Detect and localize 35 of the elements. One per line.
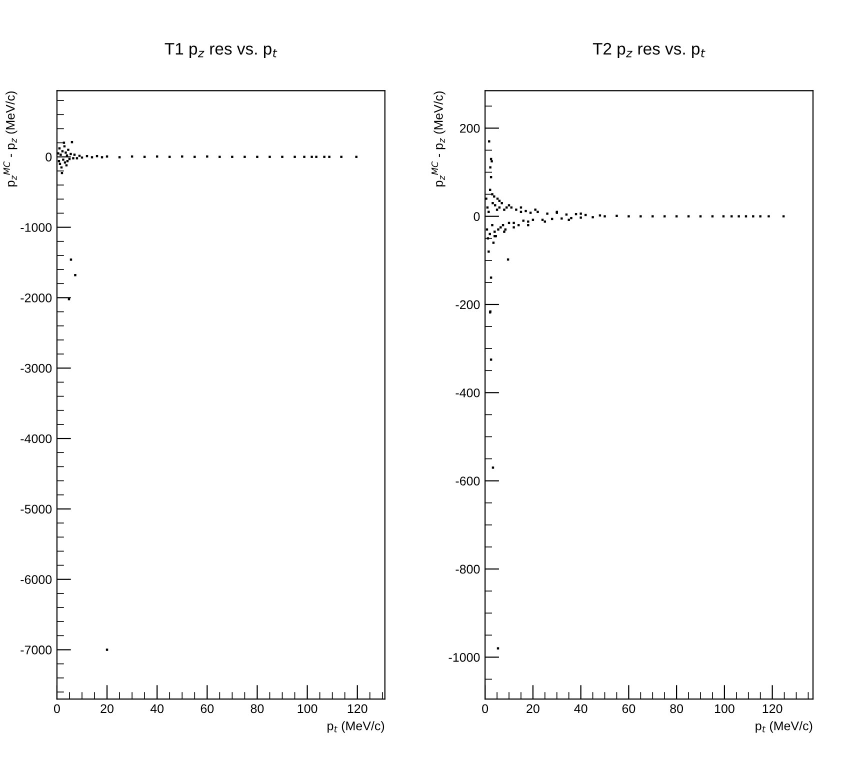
y-tick-label: -3000 [20, 364, 52, 373]
y-tick-label: 0 [46, 152, 52, 162]
x-tick-label: 60 [200, 704, 214, 714]
y-tick-label: -600 [456, 476, 480, 486]
x-tick-label: 80 [250, 704, 264, 714]
chart-title: T1 p$_{z}$ res vs. p$_{t}$ [164, 43, 278, 58]
x-tick-label: 120 [762, 704, 782, 714]
y-tick-label: -400 [456, 388, 480, 398]
y-tick-label: -200 [456, 300, 480, 310]
x-tick-label: 100 [298, 704, 318, 714]
chart-title: T2 p$_{z}$ res vs. p$_{t}$ [592, 42, 706, 58]
x-tick-label: 40 [574, 704, 588, 714]
y-tick-label: -4000 [20, 434, 52, 444]
x-tick-label: 60 [622, 704, 636, 714]
y-tick-label: -1000 [20, 223, 52, 232]
y-axis-title: p$_{z}$$^{MC}$ - p$_{z}$ (MeV/c) [3, 91, 18, 186]
y-tick-label: -800 [456, 564, 480, 574]
y-axis-title: p$_{z}$$^{MC}$ - p$_{z}$ (MeV/c) [431, 91, 446, 186]
y-tick-label: 0 [474, 212, 480, 221]
x-tick-label: 0 [482, 704, 488, 714]
x-tick-label: 100 [714, 704, 734, 714]
y-tick-label: -7000 [20, 646, 52, 654]
y-tick-label: -2000 [20, 293, 52, 302]
x-axis-title: p$_{t}$ (MeV/c) [756, 721, 812, 733]
x-axis-title: p$_{t}$ (MeV/c) [328, 721, 384, 733]
y-tick-label: -5000 [20, 504, 52, 514]
y-tick-label: 200 [460, 124, 480, 133]
x-tick-label: 40 [150, 704, 164, 714]
x-tick-label: 120 [348, 704, 368, 714]
y-tick-label: -6000 [20, 575, 52, 584]
x-tick-label: 0 [54, 704, 60, 714]
x-tick-label: 80 [670, 704, 684, 714]
x-tick-label: 20 [100, 704, 114, 714]
x-tick-label: 20 [526, 704, 540, 714]
y-tick-label: -1000 [448, 652, 480, 662]
